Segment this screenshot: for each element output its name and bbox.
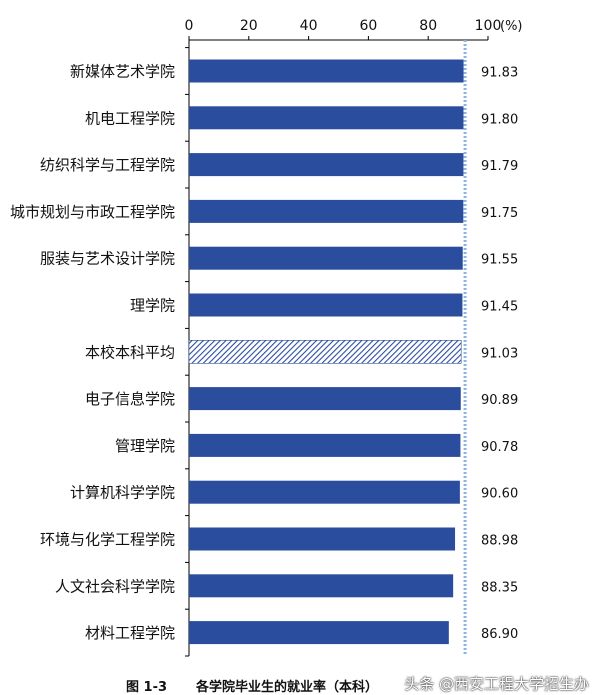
bar bbox=[189, 480, 460, 504]
category-label: 计算机科学学院 bbox=[70, 484, 175, 502]
figure-number: 图 1-3 bbox=[126, 680, 168, 695]
category-label: 服装与艺术设计学院 bbox=[40, 250, 175, 268]
value-label: 88.98 bbox=[481, 534, 518, 549]
watermark: 头条 @西安工程大学招生办 bbox=[404, 675, 589, 693]
bar bbox=[189, 199, 464, 223]
x-tick-label: 20 bbox=[240, 18, 258, 34]
bar bbox=[189, 433, 461, 457]
value-label: 88.35 bbox=[481, 580, 518, 595]
bar bbox=[189, 293, 463, 317]
bar bbox=[189, 246, 463, 270]
figure-caption: 图 1-3 各学院毕业生的就业率（本科） 头条 @西安工程大学招生办 bbox=[0, 673, 597, 695]
employment-rate-bar-chart: 0 20 40 60 80 100(%) 新媒体艺术学院 91.83 机电工程学院 91.80 纺… bbox=[10, 18, 523, 657]
category-label: 本校本科平均 bbox=[85, 343, 175, 361]
value-label: 90.89 bbox=[481, 393, 518, 408]
category-label: 新媒体艺术学院 bbox=[70, 63, 175, 81]
x-tick-label: 40 bbox=[300, 18, 318, 34]
x-tick-label: 60 bbox=[359, 18, 377, 34]
value-label: 90.78 bbox=[481, 440, 518, 455]
bar bbox=[189, 59, 464, 83]
bar bbox=[189, 153, 464, 177]
category-label: 机电工程学院 bbox=[85, 109, 175, 127]
category-label: 管理学院 bbox=[115, 437, 175, 455]
value-label: 91.79 bbox=[481, 159, 518, 174]
value-label: 91.45 bbox=[481, 300, 518, 315]
category-label: 电子信息学院 bbox=[85, 390, 175, 408]
x-unit-label: (%) bbox=[500, 19, 523, 34]
value-label: 91.75 bbox=[481, 206, 518, 221]
category-label: 材料工程学院 bbox=[85, 624, 175, 642]
bar bbox=[189, 574, 454, 598]
x-tick-label: 0 bbox=[185, 18, 194, 34]
x-tick-label: 100 bbox=[475, 18, 502, 34]
value-label: 91.55 bbox=[481, 253, 518, 268]
bar bbox=[189, 621, 449, 645]
value-label: 90.60 bbox=[481, 487, 518, 502]
value-label: 86.90 bbox=[481, 627, 518, 642]
category-label: 环境与化学工程学院 bbox=[40, 531, 175, 549]
category-label: 人文社会科学学院 bbox=[55, 577, 175, 595]
category-label: 纺织科学与工程学院 bbox=[40, 156, 175, 174]
bar bbox=[189, 527, 456, 551]
figure-title: 各学院毕业生的就业率（本科） bbox=[196, 680, 379, 695]
x-tick-label: 80 bbox=[419, 18, 437, 34]
value-label: 91.03 bbox=[481, 346, 518, 361]
value-label: 91.80 bbox=[481, 112, 518, 127]
bar-average bbox=[188, 339, 462, 364]
value-label: 91.83 bbox=[481, 66, 518, 81]
category-label: 城市规划与市政工程学院 bbox=[10, 203, 175, 221]
category-label: 理学院 bbox=[130, 297, 175, 315]
bar bbox=[189, 106, 464, 130]
bar bbox=[189, 387, 461, 411]
